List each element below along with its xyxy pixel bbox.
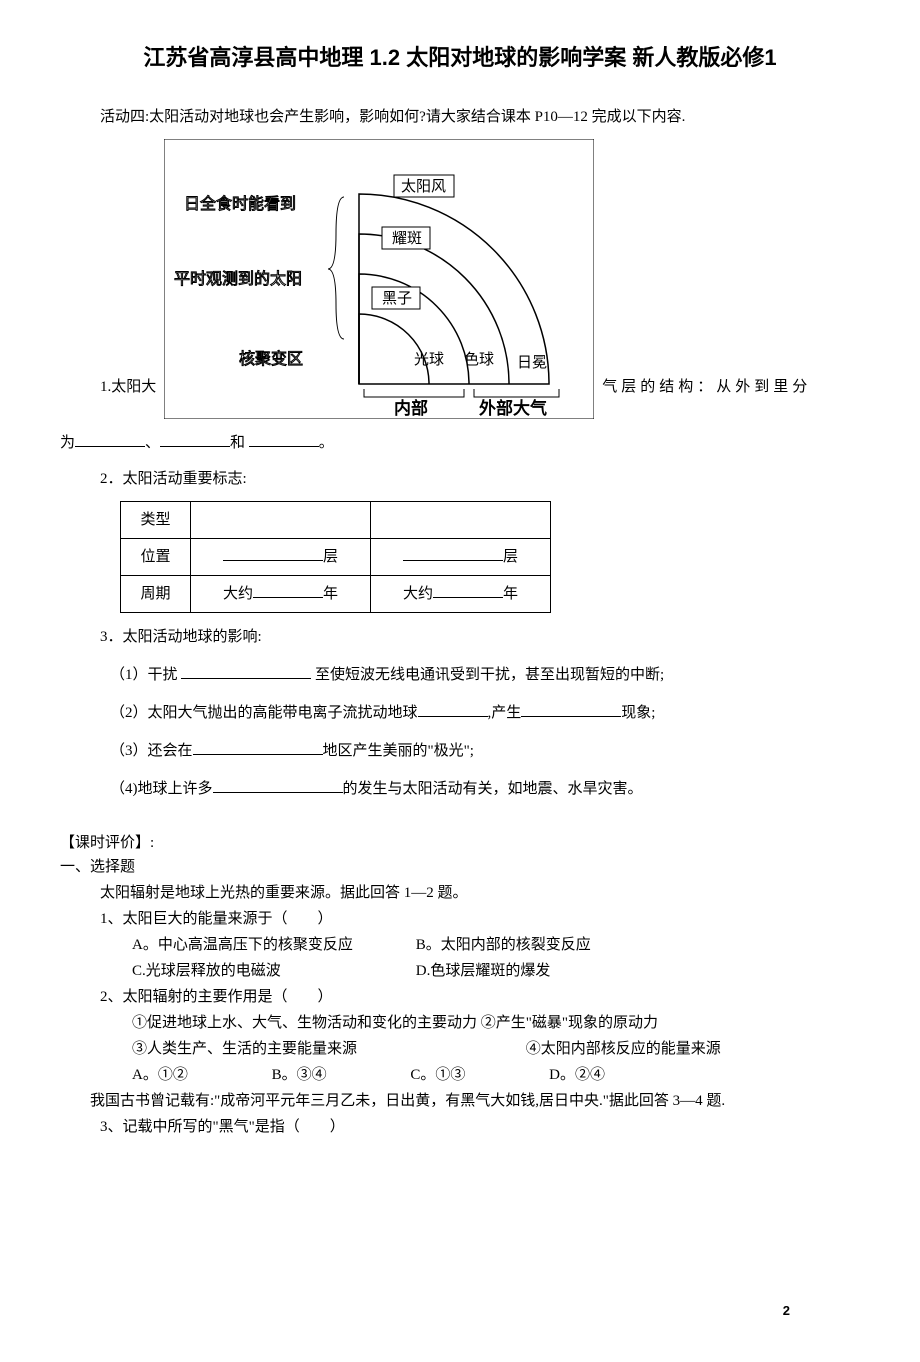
blank <box>253 583 323 598</box>
opt-d: D.色球层耀斑的爆发 <box>416 963 551 979</box>
signs-table: 类型 位置 层 层 周期 大约 年 大约 年 <box>120 501 551 613</box>
eval-q1-opts-row2: C.光球层释放的电磁波 D.色球层耀斑的爆发 <box>132 959 860 983</box>
page-number: 2 <box>783 1301 790 1322</box>
pre: （3）还会在 <box>110 743 193 759</box>
eval-intro-1: 太阳辐射是地球上光热的重要来源。据此回答 1—2 题。 <box>100 881 860 905</box>
q3-num: 3． <box>100 629 123 645</box>
blank <box>223 546 323 561</box>
table-cell: 层 <box>371 539 551 576</box>
post: 地区产生美丽的"极光"; <box>323 743 474 759</box>
activity-intro: 活动四:太阳活动对地球也会产生影响，影响如何?请大家结合课本 P10—12 完成… <box>100 105 860 129</box>
unit: 层 <box>323 549 338 565</box>
approx: 大约 <box>403 586 433 602</box>
eval-intro-2: 我国古书曾记载有:"成帝河平元年三月乙未，日出黄，有黑气大如钱,居日中央."据此… <box>90 1089 860 1113</box>
eval-q2-stem: 2、太阳辐射的主要作用是（ ） <box>100 985 860 1009</box>
blank <box>521 702 621 717</box>
arc-label-corona: 日冕 <box>517 355 547 371</box>
approx: 大约 <box>223 586 253 602</box>
end: 。 <box>319 435 334 451</box>
q2: 2．太阳活动重要标志: <box>100 467 860 491</box>
stmt3: ③人类生产、生活的主要能量来源 <box>132 1037 522 1061</box>
table-cell: 位置 <box>121 539 191 576</box>
opt-c: C.光球层释放的电磁波 <box>132 959 412 983</box>
document-title: 江苏省高淳县高中地理 1.2 太阳对地球的影响学案 新人教版必修1 <box>60 40 860 75</box>
blank <box>418 702 488 717</box>
opt-a: A。中心高温高压下的核聚变反应 <box>132 933 412 957</box>
pre: （4)地球上许多 <box>110 781 213 797</box>
diagram-row: 1.太阳大 日全食时能看到 平时观测到的太阳 核聚变区 太阳风 耀斑 黑子 光球 <box>100 139 860 419</box>
arc-label-photosphere: 光球 <box>414 351 444 368</box>
sun-structure-diagram: 日全食时能看到 平时观测到的太阳 核聚变区 太阳风 耀斑 黑子 光球 色球 日冕… <box>164 139 594 419</box>
blank <box>181 664 311 679</box>
q3-item-3: （3）还会在 地区产生美丽的"极光"; <box>110 739 860 763</box>
q1-left-fragment: 1.太阳大 <box>100 375 156 419</box>
q2-num: 2． <box>100 471 123 487</box>
sep: 和 <box>230 435 245 451</box>
q3-item-2: （2）太阳大气抛出的高能带电离子流扰动地球 ,产生 现象; <box>110 701 860 725</box>
eval-q1-stem: 1、太阳巨大的能量来源于（ ） <box>100 907 860 931</box>
table-cell: 大约 年 <box>191 576 371 613</box>
q3-item-1: （1）干扰 至使短波无线电通讯受到干扰，甚至出现暂短的中断; <box>110 663 860 687</box>
bottom-label-inner: 内部 <box>394 398 428 418</box>
table-cell <box>191 502 371 539</box>
unit: 年 <box>323 586 338 602</box>
eval-heading: 【课时评价】: <box>60 831 860 855</box>
eval-q3-stem: 3、记载中所写的"黑气"是指（ ） <box>100 1115 860 1139</box>
post: 现象; <box>621 705 655 721</box>
opt-d: D。②④ <box>549 1063 605 1087</box>
arc-label-flare: 耀斑 <box>392 230 422 247</box>
stmt4: ④太阳内部核反应的能量来源 <box>526 1041 721 1057</box>
q3-text: 太阳活动地球的影响: <box>123 629 262 645</box>
blank <box>160 432 230 447</box>
opt-b: B。太阳内部的核裂变反应 <box>416 937 591 953</box>
table-cell: 层 <box>191 539 371 576</box>
blank <box>433 583 503 598</box>
post: 至使短波无线电通讯受到干扰，甚至出现暂短的中断; <box>311 667 664 683</box>
table-cell: 类型 <box>121 502 191 539</box>
blank <box>249 432 319 447</box>
opt-a: A。①② <box>132 1063 188 1087</box>
blank <box>75 432 145 447</box>
pre: （2）太阳大气抛出的高能带电离子流扰动地球 <box>110 705 418 721</box>
unit: 年 <box>503 586 518 602</box>
opt-b: B。③④ <box>272 1063 327 1087</box>
eval-q2-stmt-1: ①促进地球上水、大气、生物活动和变化的主要动力 ②产生"磁暴"现象的原动力 <box>132 1011 860 1035</box>
post: 的发生与太阳活动有关，如地震、水旱灾害。 <box>343 781 643 797</box>
sep: 、 <box>145 435 160 451</box>
blank <box>403 546 503 561</box>
diagram-label-eclipse: 日全食时能看到 <box>184 195 296 213</box>
q1-cont: 为 <box>60 435 75 451</box>
section-1-head: 一、选择题 <box>60 855 860 879</box>
arc-label-sunspot: 黑子 <box>382 290 412 307</box>
eval-q2-opts: A。①② B。③④ C。①③ D。②④ <box>132 1063 860 1087</box>
eval-q1-opts-row1: A。中心高温高压下的核聚变反应 B。太阳内部的核裂变反应 <box>132 933 860 957</box>
bottom-label-outer: 外部大气 <box>479 398 547 418</box>
q3: 3．太阳活动地球的影响: <box>100 625 860 649</box>
q1-continuation: 为 、 和 。 <box>60 431 860 455</box>
arc-label-chromosphere: 色球 <box>464 351 494 368</box>
table-cell: 大约 年 <box>371 576 551 613</box>
unit: 层 <box>503 549 518 565</box>
opt-c: C。①③ <box>410 1063 465 1087</box>
diagram-label-core: 核聚变区 <box>239 350 303 368</box>
arc-label-solarwind: 太阳风 <box>401 178 446 195</box>
mid: ,产生 <box>488 705 522 721</box>
q1-num: 1. <box>100 379 111 395</box>
eval-q2-stmt-row2: ③人类生产、生活的主要能量来源 ④太阳内部核反应的能量来源 <box>132 1037 860 1061</box>
blank <box>193 740 323 755</box>
q3-item-4: （4)地球上许多 的发生与太阳活动有关，如地震、水旱灾害。 <box>110 777 860 801</box>
blank <box>213 778 343 793</box>
table-cell <box>371 502 551 539</box>
pre: （1）干扰 <box>110 667 181 683</box>
q1-left-text: 太阳大 <box>111 379 156 395</box>
diagram-label-normal: 平时观测到的太阳 <box>174 270 302 288</box>
table-cell: 周期 <box>121 576 191 613</box>
q1-right-fragment: 气层的结构：从外到里分 <box>602 375 811 419</box>
q2-text: 太阳活动重要标志: <box>123 471 247 487</box>
